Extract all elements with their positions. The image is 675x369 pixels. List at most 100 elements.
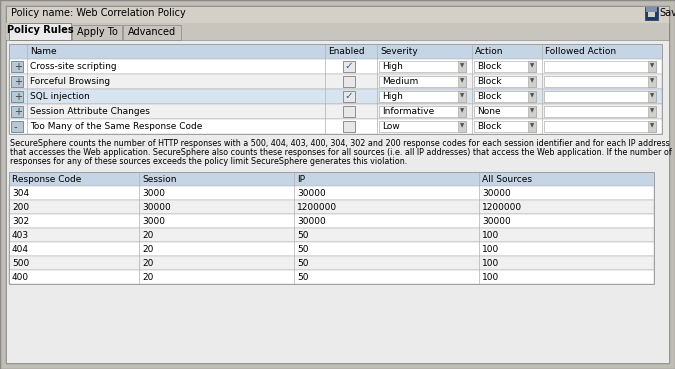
Bar bbox=[379, 91, 466, 102]
Text: ▼: ▼ bbox=[530, 123, 534, 128]
Text: that accesses the Web application. SecureSphere also counts these responses for : that accesses the Web application. Secur… bbox=[10, 148, 672, 157]
Text: 30000: 30000 bbox=[297, 217, 326, 226]
Text: +: + bbox=[14, 77, 22, 87]
Text: 50: 50 bbox=[297, 273, 308, 282]
Text: 100: 100 bbox=[482, 245, 500, 254]
Text: Policy name: Web Correlation Policy: Policy name: Web Correlation Policy bbox=[11, 8, 186, 18]
Text: 20: 20 bbox=[142, 245, 153, 254]
Bar bbox=[474, 61, 536, 72]
Bar bbox=[648, 76, 656, 87]
Bar bbox=[648, 121, 656, 132]
Text: 30000: 30000 bbox=[482, 189, 511, 198]
Bar bbox=[458, 61, 466, 72]
Text: Block: Block bbox=[477, 92, 502, 101]
Bar bbox=[379, 61, 466, 72]
Bar bbox=[9, 270, 654, 284]
Text: None: None bbox=[477, 107, 501, 116]
Bar bbox=[11, 76, 23, 87]
Text: 302: 302 bbox=[12, 217, 29, 226]
Bar bbox=[72, 25, 122, 40]
Text: 100: 100 bbox=[482, 231, 500, 240]
Bar bbox=[528, 61, 536, 72]
Text: High: High bbox=[382, 92, 403, 101]
Text: ▼: ▼ bbox=[650, 123, 654, 128]
Text: Session: Session bbox=[142, 175, 176, 184]
Text: 304: 304 bbox=[12, 189, 29, 198]
Text: 403: 403 bbox=[12, 231, 29, 240]
Text: ▼: ▼ bbox=[530, 108, 534, 113]
Bar bbox=[528, 91, 536, 102]
Bar bbox=[648, 61, 656, 72]
Bar bbox=[544, 106, 656, 117]
Bar bbox=[528, 121, 536, 132]
Text: Policy Rules: Policy Rules bbox=[7, 25, 74, 35]
Bar bbox=[544, 61, 656, 72]
Bar bbox=[648, 106, 656, 117]
Text: ▼: ▼ bbox=[650, 108, 654, 113]
Bar bbox=[9, 89, 662, 104]
Text: High: High bbox=[382, 62, 403, 71]
Bar bbox=[528, 76, 536, 87]
Text: 30000: 30000 bbox=[297, 189, 326, 198]
Text: Block: Block bbox=[477, 77, 502, 86]
Text: 20: 20 bbox=[142, 231, 153, 240]
Bar bbox=[474, 121, 536, 132]
Bar bbox=[544, 121, 656, 132]
Text: +: + bbox=[14, 62, 22, 72]
Text: Name: Name bbox=[30, 47, 57, 56]
Bar bbox=[11, 106, 23, 117]
Text: 400: 400 bbox=[12, 273, 29, 282]
Bar bbox=[9, 74, 662, 89]
Text: Severity: Severity bbox=[380, 47, 418, 56]
Text: 100: 100 bbox=[482, 259, 500, 268]
Bar bbox=[474, 76, 536, 87]
Text: 1200000: 1200000 bbox=[297, 203, 337, 212]
Text: Informative: Informative bbox=[382, 107, 434, 116]
Text: 200: 200 bbox=[12, 203, 29, 212]
Bar bbox=[9, 44, 662, 134]
Bar bbox=[648, 12, 655, 17]
Text: 20: 20 bbox=[142, 273, 153, 282]
Text: Forceful Browsing: Forceful Browsing bbox=[30, 77, 110, 86]
Bar bbox=[9, 23, 71, 40]
Bar bbox=[9, 214, 654, 228]
Text: Block: Block bbox=[477, 122, 502, 131]
Text: +: + bbox=[14, 92, 22, 102]
Text: Followed Action: Followed Action bbox=[545, 47, 616, 56]
Text: ▼: ▼ bbox=[530, 93, 534, 98]
Bar bbox=[11, 61, 23, 72]
Text: IP: IP bbox=[297, 175, 305, 184]
Text: ✓: ✓ bbox=[344, 61, 353, 71]
Bar bbox=[9, 44, 662, 59]
Bar bbox=[9, 119, 662, 134]
Bar bbox=[123, 25, 181, 40]
Text: ▼: ▼ bbox=[650, 93, 654, 98]
Bar bbox=[474, 106, 536, 117]
Text: ✓: ✓ bbox=[344, 91, 353, 101]
Text: ▼: ▼ bbox=[530, 63, 534, 68]
Text: Medium: Medium bbox=[382, 77, 418, 86]
Bar bbox=[9, 242, 654, 256]
Bar bbox=[11, 91, 23, 102]
Bar bbox=[9, 104, 662, 119]
Text: ▼: ▼ bbox=[460, 63, 464, 68]
Bar bbox=[9, 256, 654, 270]
Text: Save: Save bbox=[659, 8, 675, 18]
Bar bbox=[544, 76, 656, 87]
Bar bbox=[6, 23, 669, 40]
Text: 3000: 3000 bbox=[142, 189, 165, 198]
Text: 1200000: 1200000 bbox=[482, 203, 522, 212]
Bar bbox=[343, 76, 355, 87]
Text: -: - bbox=[14, 122, 18, 132]
Bar bbox=[343, 61, 355, 72]
Bar bbox=[6, 40, 669, 363]
Bar bbox=[458, 106, 466, 117]
Bar bbox=[528, 106, 536, 117]
Bar bbox=[9, 200, 654, 214]
Text: ▼: ▼ bbox=[650, 78, 654, 83]
Text: ▼: ▼ bbox=[650, 63, 654, 68]
Bar bbox=[474, 91, 536, 102]
Text: responses for any of these sources exceeds the policy limit SecureSphere generat: responses for any of these sources excee… bbox=[10, 157, 407, 166]
Bar bbox=[379, 121, 466, 132]
Bar bbox=[9, 186, 654, 200]
